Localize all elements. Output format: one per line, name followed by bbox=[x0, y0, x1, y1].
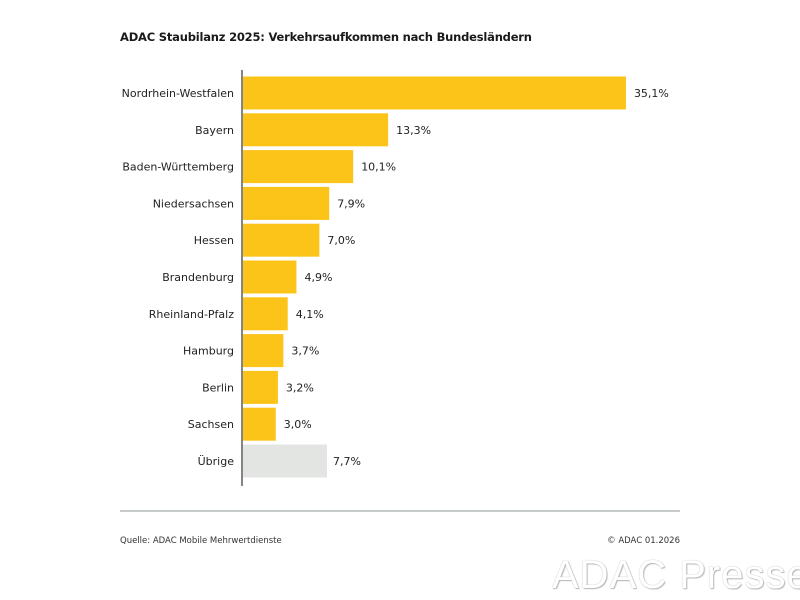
category-label: Bayern bbox=[195, 124, 234, 137]
bar bbox=[243, 407, 276, 441]
source-note: Quelle: ADAC Mobile Mehrwertdienste bbox=[120, 536, 282, 546]
value-label: 7,9% bbox=[337, 197, 365, 210]
bar bbox=[243, 113, 389, 147]
value-label: 4,9% bbox=[304, 271, 332, 284]
value-label: 3,0% bbox=[284, 418, 312, 431]
copyright-note: © ADAC 01.2026 bbox=[607, 536, 680, 546]
bar bbox=[243, 334, 284, 368]
category-label: Brandenburg bbox=[162, 271, 234, 284]
category-label: Sachsen bbox=[188, 418, 234, 431]
bar bbox=[243, 297, 288, 331]
bar bbox=[243, 223, 320, 257]
bar bbox=[243, 186, 330, 220]
divider bbox=[120, 510, 680, 512]
category-label: Niedersachsen bbox=[153, 197, 234, 210]
value-label: 35,1% bbox=[634, 87, 669, 100]
category-label: Hamburg bbox=[183, 345, 234, 358]
bar bbox=[243, 76, 626, 110]
category-label: Übrige bbox=[198, 455, 235, 468]
value-label: 7,7% bbox=[333, 455, 361, 468]
category-label: Berlin bbox=[202, 381, 234, 394]
bar bbox=[243, 370, 278, 404]
value-label: 3,2% bbox=[286, 381, 314, 394]
value-label: 4,1% bbox=[296, 308, 324, 321]
category-label: Hessen bbox=[194, 234, 234, 247]
category-label: Baden-Württemberg bbox=[122, 161, 234, 174]
value-label: 3,7% bbox=[291, 345, 319, 358]
value-label: 10,1% bbox=[361, 161, 396, 174]
category-label: Rheinland-Pfalz bbox=[149, 308, 234, 321]
category-label: Nordrhein-Westfalen bbox=[122, 87, 234, 100]
value-label: 7,0% bbox=[327, 234, 355, 247]
chart-title: ADAC Staubilanz 2025: Verkehrsaufkommen … bbox=[120, 30, 532, 44]
bar bbox=[243, 150, 354, 184]
bar bbox=[243, 260, 297, 294]
watermark-logo: ADAC Presse bbox=[552, 553, 800, 597]
value-label: 13,3% bbox=[396, 124, 431, 137]
bar bbox=[243, 444, 328, 478]
